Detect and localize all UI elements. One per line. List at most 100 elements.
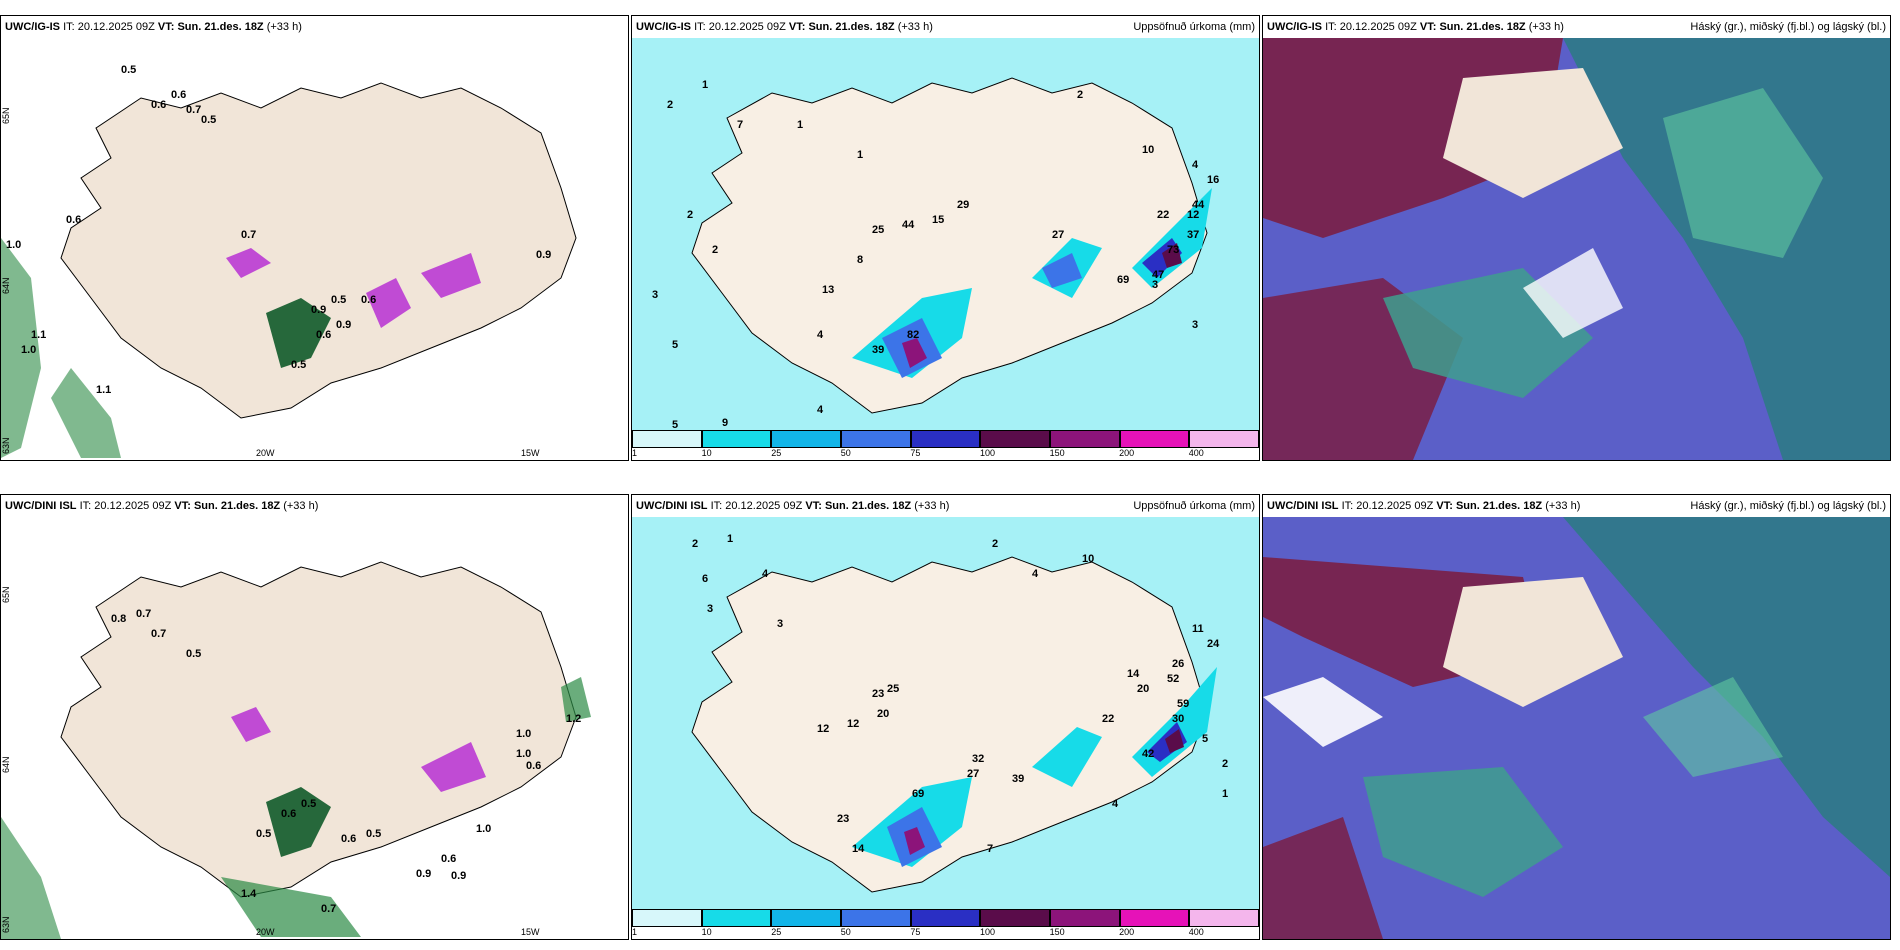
svg-text:30: 30 [1172, 713, 1184, 725]
panel-header: UWC/IG-IS IT: 20.12.2025 09Z VT: Sun. 21… [632, 16, 1259, 38]
svg-text:2: 2 [712, 244, 718, 256]
svg-text:2: 2 [1077, 89, 1083, 101]
svg-text:1.4: 1.4 [241, 888, 257, 900]
precip-panel-row2: UWC/DINI ISL IT: 20.12.2025 09Z VT: Sun.… [631, 494, 1260, 940]
legend-box [841, 909, 911, 927]
wind-map: 0.5 0.6 0.6 0.7 0.5 0.6 0.7 1.0 1.1 1.0 … [1, 38, 628, 460]
svg-text:52: 52 [1167, 673, 1179, 685]
wind-map: 0.8 0.7 0.7 0.5 0.6 0.5 0.6 0.5 0.5 1.4 … [1, 517, 628, 939]
svg-text:0.6: 0.6 [151, 99, 166, 111]
svg-text:1: 1 [797, 119, 803, 131]
svg-text:4: 4 [1192, 159, 1199, 171]
svg-text:0.6: 0.6 [441, 853, 456, 865]
svg-text:1.0: 1.0 [21, 344, 36, 356]
legend-tick: 400 [1188, 927, 1204, 937]
panel-header: UWC/DINI ISL IT: 20.12.2025 09Z VT: Sun.… [1, 495, 628, 517]
legend-tick: 100 [979, 927, 996, 937]
svg-text:0.5: 0.5 [186, 648, 201, 660]
legend-box [910, 909, 981, 927]
svg-text:29: 29 [957, 199, 969, 211]
legend-ticks: 1 10 25 50 75 100 150 200 400 [632, 448, 1259, 460]
legend-color-bar [632, 909, 1259, 927]
svg-text:0.7: 0.7 [151, 628, 166, 640]
svg-text:32: 32 [972, 753, 984, 765]
legend-box [632, 909, 702, 927]
svg-text:0.7: 0.7 [186, 104, 201, 116]
svg-text:9: 9 [722, 417, 728, 429]
svg-text:25: 25 [872, 224, 884, 236]
svg-text:11: 11 [1192, 623, 1204, 635]
legend-tick: 75 [910, 927, 921, 937]
svg-text:0.9: 0.9 [336, 319, 351, 331]
svg-text:1.0: 1.0 [476, 823, 491, 835]
panel-header: UWC/DINI ISL IT: 20.12.2025 09Z VT: Sun.… [1263, 495, 1890, 517]
svg-text:0.5: 0.5 [301, 798, 316, 810]
svg-text:16: 16 [1207, 174, 1219, 186]
svg-text:0.5: 0.5 [256, 828, 271, 840]
svg-text:5: 5 [672, 339, 678, 351]
svg-text:25: 25 [887, 683, 899, 695]
svg-text:59: 59 [1177, 698, 1189, 710]
svg-text:15: 15 [932, 214, 944, 226]
legend-ticks: 1 10 25 50 75 100 150 200 400 [632, 927, 1259, 939]
svg-text:23: 23 [872, 688, 884, 700]
legend-box [841, 430, 911, 448]
svg-text:14: 14 [1127, 668, 1140, 680]
svg-text:12: 12 [1187, 209, 1199, 221]
panel-header: UWC/DINI ISL IT: 20.12.2025 09Z VT: Sun.… [632, 495, 1259, 517]
legend-tick: 10 [701, 927, 712, 937]
legend-tick: 25 [771, 448, 782, 458]
svg-text:63N: 63N [1, 916, 11, 933]
svg-text:82: 82 [907, 329, 919, 341]
svg-text:0.7: 0.7 [321, 903, 336, 915]
cloud-title: Háský (gr.), miðský (fj.bl.) og lágský (… [1690, 21, 1886, 33]
legend-tick: 10 [701, 448, 712, 458]
svg-text:42: 42 [1142, 748, 1154, 760]
svg-text:27: 27 [967, 768, 979, 780]
legend-box [1189, 909, 1259, 927]
svg-text:22: 22 [1157, 209, 1169, 221]
svg-text:0.6: 0.6 [171, 89, 186, 101]
svg-text:20W: 20W [256, 448, 275, 458]
svg-text:1: 1 [1222, 788, 1228, 800]
legend-box [632, 430, 702, 448]
precip-map: 2 1 2 3 4 5 1 2 7 2 3 4 10 16 12 44 37 2… [632, 38, 1259, 430]
svg-text:26: 26 [1172, 658, 1184, 670]
precip-title: Uppsöfnuð úrkoma (mm) [1133, 500, 1255, 512]
svg-text:4: 4 [762, 568, 769, 580]
svg-text:0.6: 0.6 [281, 808, 296, 820]
svg-text:0.6: 0.6 [526, 760, 541, 772]
legend-tick: 400 [1188, 448, 1204, 458]
svg-text:1: 1 [702, 79, 708, 91]
svg-text:0.5: 0.5 [366, 828, 381, 840]
svg-text:64N: 64N [1, 277, 11, 294]
svg-text:0.5: 0.5 [201, 114, 216, 126]
wind-panel-row2: UWC/DINI ISL IT: 20.12.2025 09Z VT: Sun.… [0, 494, 629, 940]
svg-text:2: 2 [667, 99, 673, 111]
svg-text:3: 3 [707, 603, 713, 615]
svg-text:0.7: 0.7 [136, 608, 151, 620]
svg-text:0.9: 0.9 [536, 249, 551, 261]
legend-color-bar [632, 430, 1259, 448]
precip-legend: 1 10 25 50 75 100 150 200 400 [632, 430, 1259, 460]
cloud-map [1263, 38, 1890, 460]
svg-text:22: 22 [1102, 713, 1114, 725]
legend-box [701, 909, 772, 927]
legend-tick: 200 [1119, 448, 1135, 458]
svg-text:5: 5 [1202, 733, 1208, 745]
legend-box [980, 430, 1051, 448]
legend-box [980, 909, 1051, 927]
svg-text:20: 20 [877, 708, 889, 720]
legend-box [1050, 909, 1120, 927]
cloud-map [1263, 517, 1890, 939]
svg-text:1.1: 1.1 [96, 384, 111, 396]
precip-legend: 1 10 25 50 75 100 150 200 400 [632, 909, 1259, 939]
legend-tick: 150 [1049, 448, 1065, 458]
legend-box [1189, 430, 1259, 448]
legend-tick: 50 [840, 448, 851, 458]
svg-text:44: 44 [902, 219, 915, 231]
svg-text:2: 2 [687, 209, 693, 221]
svg-text:24: 24 [1207, 638, 1220, 650]
svg-text:0.9: 0.9 [416, 868, 431, 880]
svg-text:0.6: 0.6 [66, 214, 81, 226]
